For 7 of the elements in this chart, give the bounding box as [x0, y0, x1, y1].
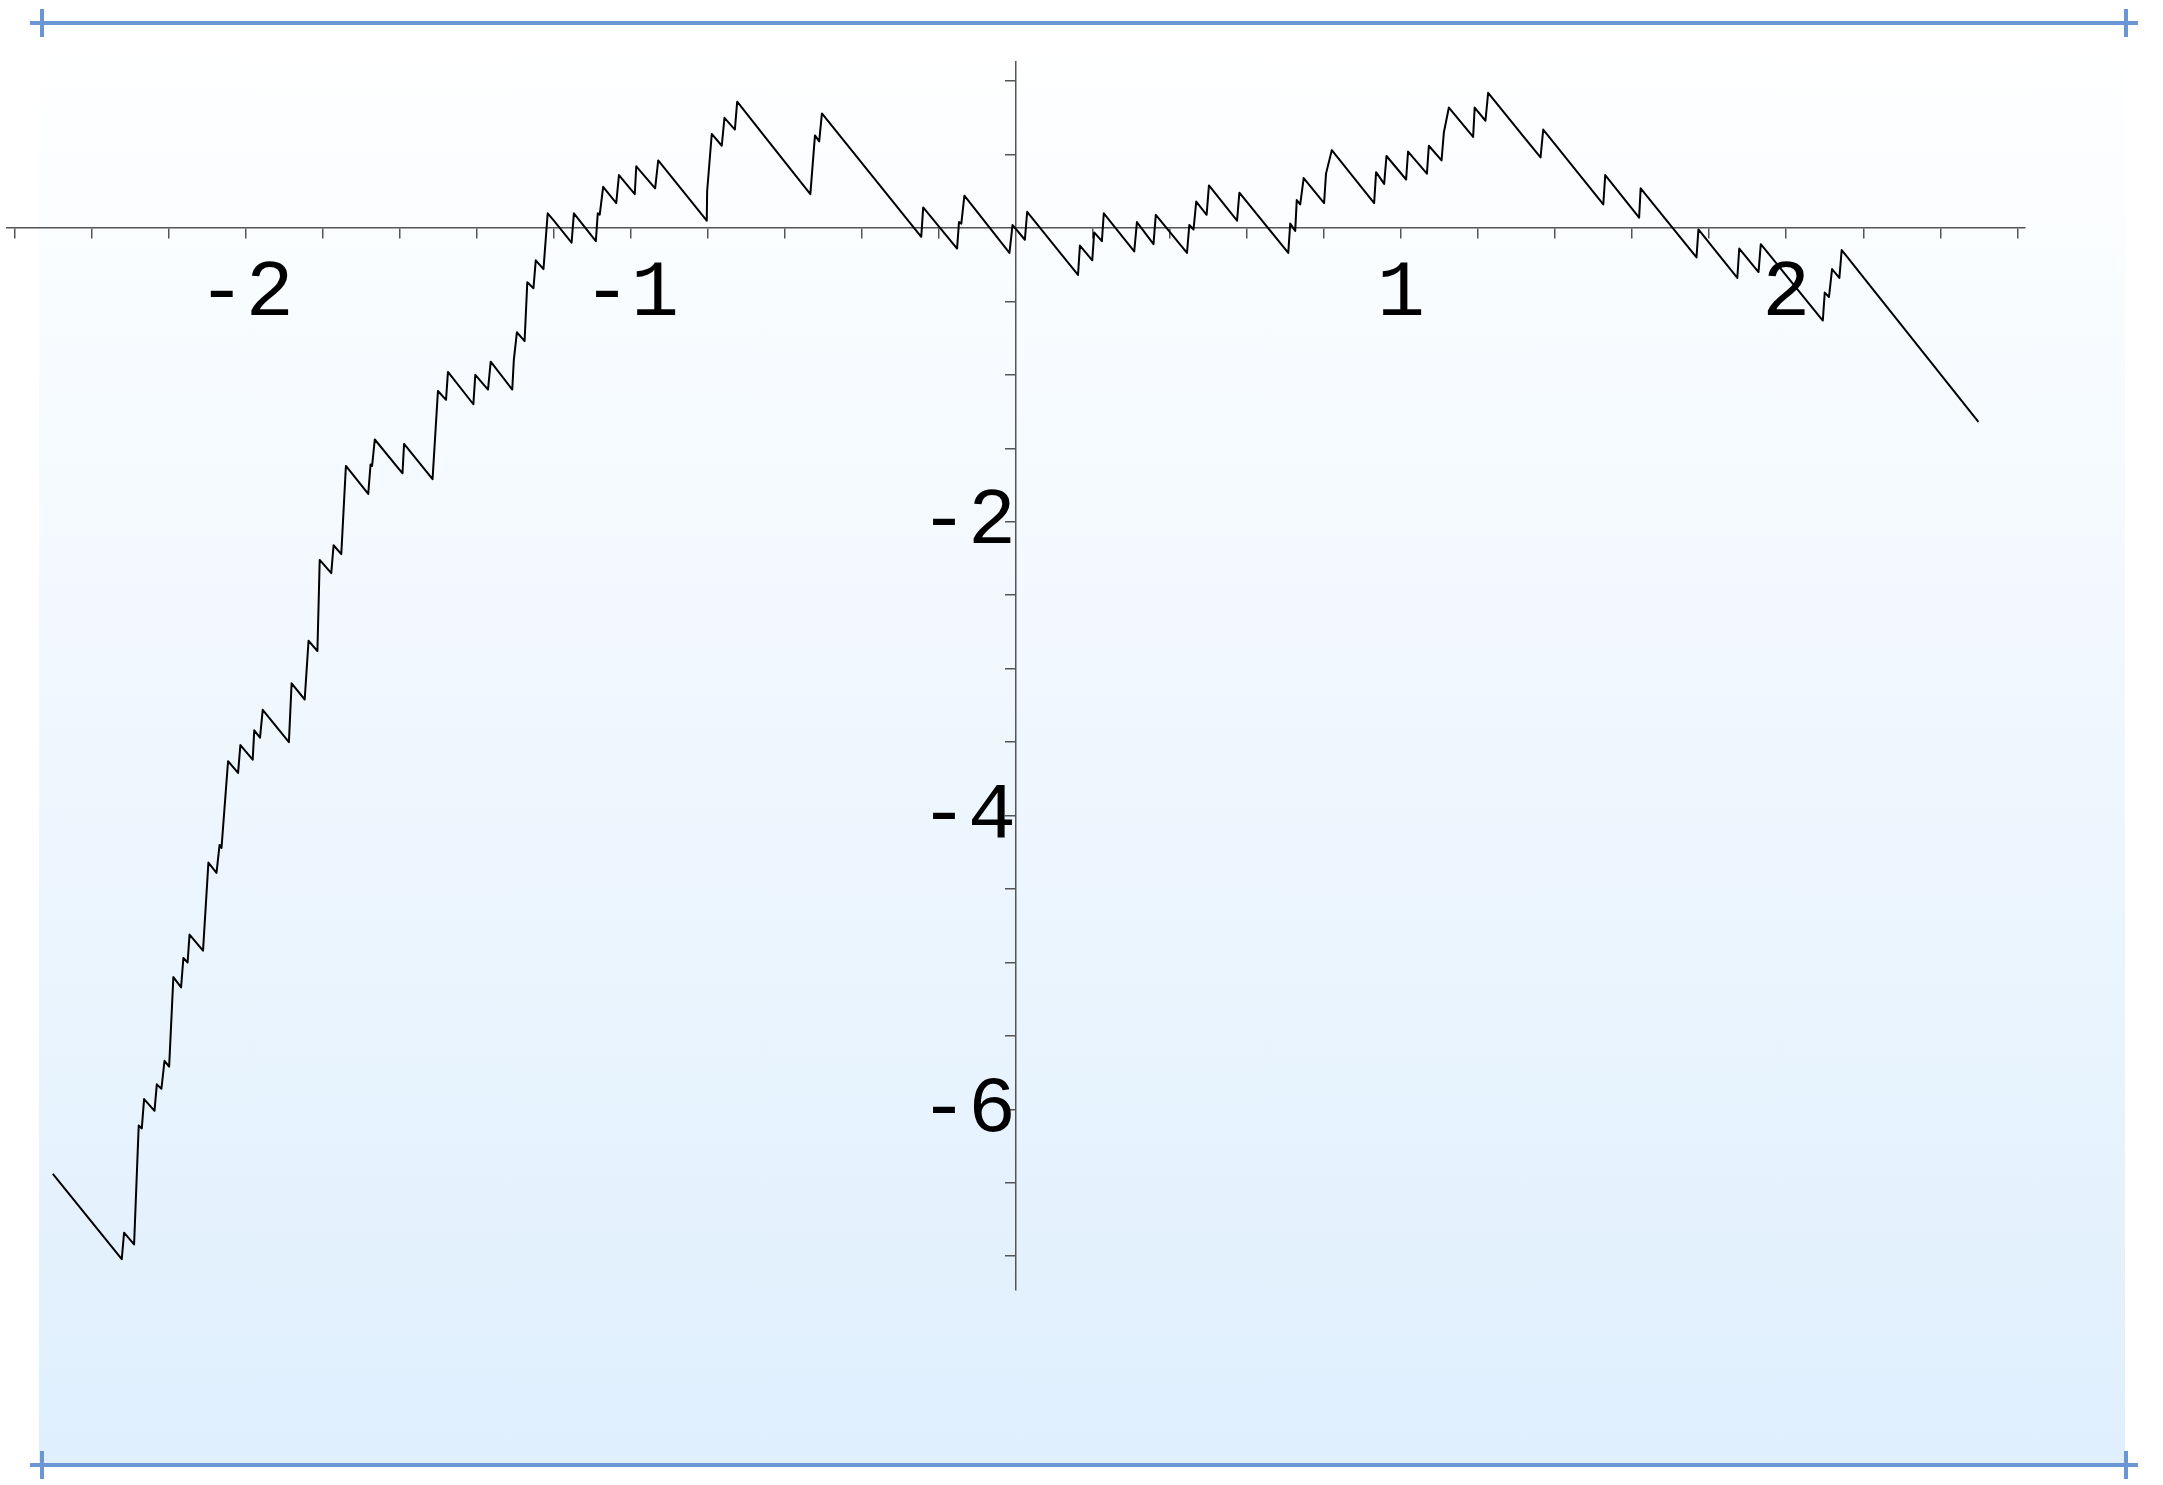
x-tick-label: 2 — [1762, 248, 1811, 340]
y-tick-label: -4 — [919, 769, 1016, 861]
x-tick-label: -2 — [197, 248, 294, 340]
y-tick-label: -6 — [919, 1063, 1016, 1155]
x-tick-label: 1 — [1377, 248, 1426, 340]
x-tick-label: -1 — [582, 248, 679, 340]
y-tick-label: -2 — [919, 475, 1016, 567]
